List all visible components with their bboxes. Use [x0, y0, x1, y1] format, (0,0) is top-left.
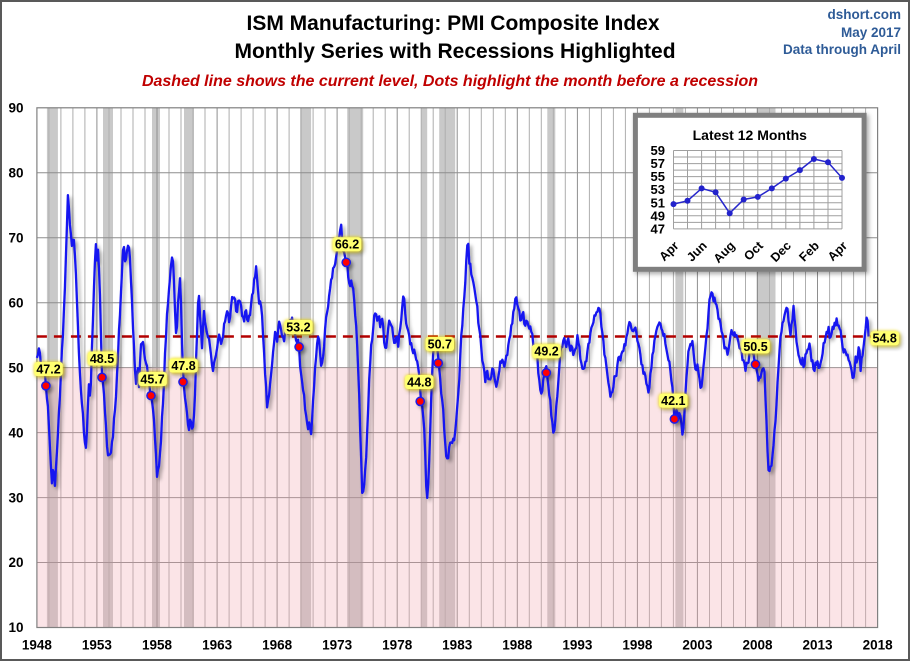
svg-text:59: 59	[651, 143, 665, 158]
svg-text:1953: 1953	[82, 638, 113, 653]
svg-text:49: 49	[651, 208, 665, 223]
svg-text:66.2: 66.2	[335, 238, 359, 252]
svg-text:1948: 1948	[22, 638, 53, 653]
svg-text:40: 40	[8, 425, 23, 440]
svg-text:Dashed line shows the current: Dashed line shows the current level, Dot…	[142, 73, 758, 90]
svg-text:50.7: 50.7	[428, 337, 452, 351]
svg-text:47.2: 47.2	[36, 362, 60, 376]
svg-text:1983: 1983	[442, 638, 473, 653]
svg-text:45.7: 45.7	[140, 372, 164, 386]
svg-text:1973: 1973	[322, 638, 353, 653]
svg-text:51: 51	[651, 195, 665, 210]
svg-text:1978: 1978	[382, 638, 413, 653]
svg-text:2003: 2003	[682, 638, 713, 653]
svg-text:55: 55	[651, 169, 665, 184]
svg-text:ISM Manufacturing: PMI Composi: ISM Manufacturing: PMI Composite Index	[246, 12, 659, 35]
svg-text:10: 10	[8, 620, 23, 635]
svg-text:47.8: 47.8	[171, 359, 195, 373]
svg-text:2013: 2013	[802, 638, 833, 653]
svg-text:2018: 2018	[863, 638, 894, 653]
svg-text:49.2: 49.2	[534, 345, 558, 359]
svg-text:30: 30	[8, 490, 23, 505]
svg-text:47: 47	[651, 221, 665, 236]
svg-text:1963: 1963	[202, 638, 233, 653]
svg-text:54.8: 54.8	[873, 332, 897, 346]
svg-text:20: 20	[8, 555, 23, 570]
svg-text:53.2: 53.2	[286, 320, 310, 334]
svg-text:Latest 12 Months: Latest 12 Months	[693, 127, 808, 143]
svg-text:70: 70	[8, 230, 23, 245]
svg-text:1958: 1958	[142, 638, 173, 653]
svg-text:1968: 1968	[262, 638, 293, 653]
svg-text:90: 90	[8, 101, 23, 116]
svg-text:53: 53	[651, 182, 665, 197]
svg-text:80: 80	[8, 166, 23, 181]
svg-text:50.5: 50.5	[743, 340, 767, 354]
svg-text:50: 50	[8, 360, 23, 375]
svg-text:May 2017: May 2017	[841, 25, 901, 40]
svg-text:1998: 1998	[622, 638, 653, 653]
svg-text:44.8: 44.8	[407, 375, 431, 389]
svg-text:57: 57	[651, 156, 665, 171]
svg-text:2008: 2008	[742, 638, 773, 653]
svg-text:48.5: 48.5	[90, 352, 114, 366]
svg-text:42.1: 42.1	[661, 394, 685, 408]
svg-text:Monthly Series with Recessions: Monthly Series with Recessions Highlight…	[234, 40, 675, 63]
svg-text:dshort.com: dshort.com	[827, 7, 901, 22]
svg-text:Data through April: Data through April	[783, 42, 901, 57]
svg-text:1993: 1993	[562, 638, 593, 653]
svg-text:60: 60	[8, 295, 23, 310]
svg-text:1988: 1988	[502, 638, 533, 653]
